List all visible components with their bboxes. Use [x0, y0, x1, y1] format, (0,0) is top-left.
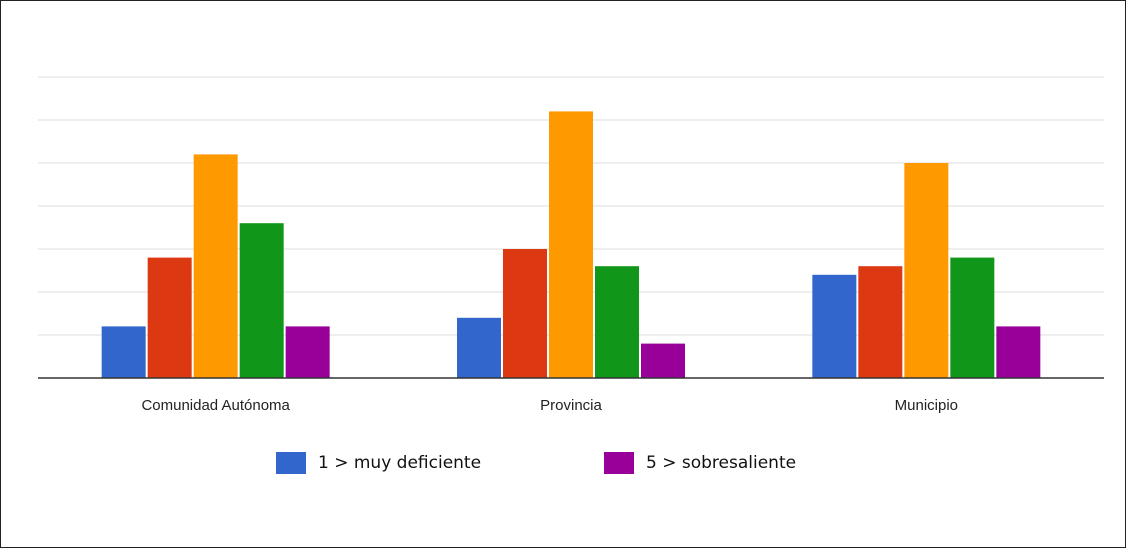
bar-5-1 — [285, 326, 330, 378]
legend-item-1: 1 > muy deficiente — [276, 452, 481, 474]
bar-1-3 — [812, 274, 857, 378]
bar-4-1 — [239, 223, 284, 378]
category-label: Provincia — [540, 397, 602, 414]
bar-4-2 — [595, 266, 639, 378]
category-label: Municipio — [895, 397, 958, 414]
bar-2-1 — [147, 257, 192, 378]
bar-3-2 — [549, 111, 593, 379]
bar-5-2 — [641, 343, 685, 378]
bar-1-2 — [457, 317, 501, 378]
legend-label-1: 1 > muy deficiente — [318, 453, 482, 473]
legend-label-5: 5 > sobresaliente — [646, 453, 797, 473]
bar-5-3 — [996, 326, 1041, 378]
legend: 1 > muy deficiente 5 > sobresaliente — [0, 452, 1126, 482]
bar-3-3 — [904, 163, 949, 378]
legend-swatch-5 — [604, 452, 634, 474]
bar-2-3 — [858, 266, 903, 378]
bar-3-1 — [193, 154, 238, 378]
bar-2-2 — [503, 249, 547, 378]
category-labels: Comunidad Autónoma Provincia Municipio — [141, 397, 958, 414]
bar-1-1 — [101, 326, 146, 378]
bars — [101, 111, 1041, 379]
legend-item-5: 5 > sobresaliente — [604, 452, 796, 474]
legend-swatch-1 — [276, 452, 306, 474]
bar-4-3 — [950, 257, 995, 378]
category-label: Comunidad Autónoma — [141, 397, 290, 414]
